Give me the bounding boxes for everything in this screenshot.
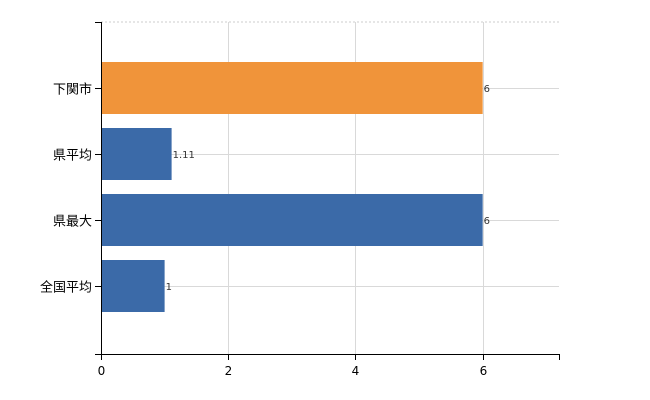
axes: [95, 22, 560, 360]
bar-1: [101, 128, 172, 180]
x-tick-label-2: 4: [352, 364, 360, 378]
category-label-2: 県最大: [53, 215, 92, 230]
bar-0: [101, 62, 483, 114]
bar-2: [101, 194, 483, 246]
x-tick-label-1: 2: [225, 364, 233, 378]
data-label-0: 6: [484, 84, 490, 95]
x-tick-label-0: 0: [98, 364, 106, 378]
data-label-2: 6: [484, 216, 490, 227]
data-label-1: 1.11: [173, 150, 195, 161]
data-label-3: 1: [166, 282, 172, 293]
bars: [101, 62, 483, 312]
category-label-3: 全国平均: [40, 280, 92, 296]
x-tick-label-3: 6: [480, 364, 488, 378]
category-label-0: 下関市: [53, 82, 92, 98]
bar-3: [101, 260, 165, 312]
category-label-1: 県平均: [53, 149, 92, 164]
